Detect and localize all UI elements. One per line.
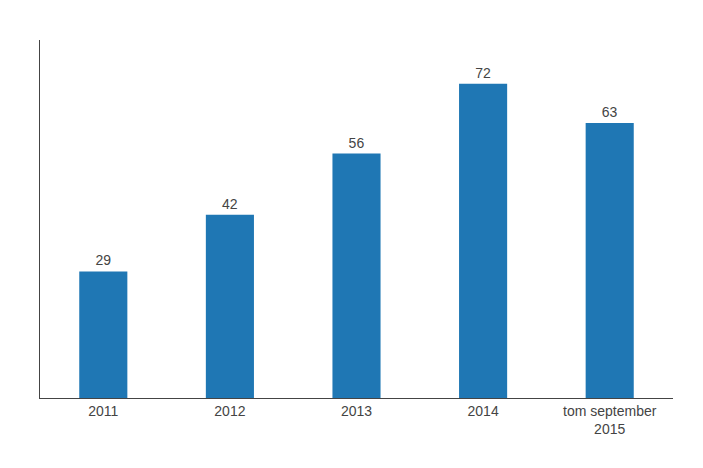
svg-text:56: 56 bbox=[349, 135, 365, 151]
svg-text:72: 72 bbox=[475, 65, 491, 81]
svg-text:2013: 2013 bbox=[341, 403, 372, 419]
svg-text:2011: 2011 bbox=[88, 403, 118, 419]
svg-text:63: 63 bbox=[602, 104, 618, 120]
svg-text:42: 42 bbox=[222, 196, 238, 212]
svg-text:tom september2015: tom september2015 bbox=[563, 403, 657, 437]
svg-text:29: 29 bbox=[95, 252, 111, 268]
svg-text:2014: 2014 bbox=[468, 403, 499, 419]
svg-text:2012: 2012 bbox=[214, 403, 245, 419]
